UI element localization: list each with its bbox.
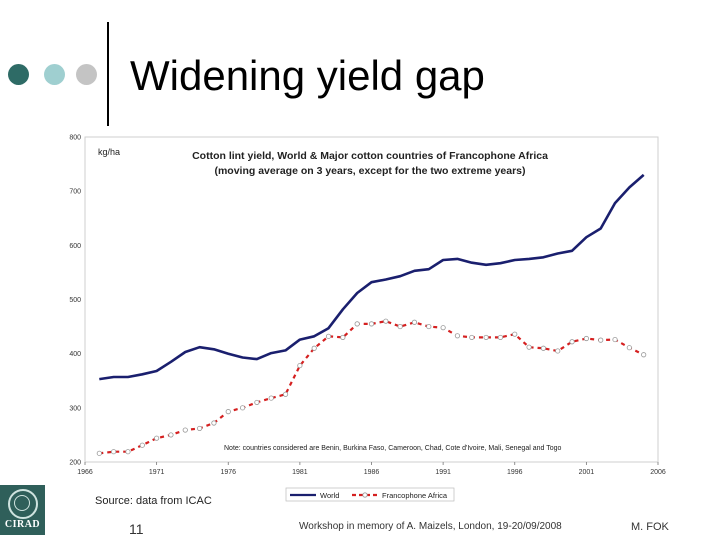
chart-legend: World Francophone Africa bbox=[285, 487, 455, 502]
data-point bbox=[297, 362, 303, 369]
data-point bbox=[111, 449, 117, 455]
series-line-1 bbox=[99, 320, 645, 455]
data-point bbox=[154, 435, 160, 441]
data-point bbox=[641, 352, 647, 358]
data-point bbox=[282, 391, 289, 397]
data-point bbox=[182, 427, 188, 433]
y-tick-label: 600 bbox=[69, 243, 81, 250]
data-point bbox=[626, 345, 632, 351]
footer-text: Workshop in memory of A. Maizels, London… bbox=[299, 521, 562, 532]
y-tick-label: 700 bbox=[69, 189, 81, 196]
author: M. FOK bbox=[631, 521, 669, 533]
x-tick-label: 1991 bbox=[435, 469, 451, 476]
data-point bbox=[96, 450, 102, 456]
y-tick-label: 300 bbox=[69, 405, 81, 412]
legend-label-1: Francophone Africa bbox=[382, 491, 448, 500]
chart-note: Note: countries considered are Benin, Bu… bbox=[224, 445, 562, 452]
x-tick-label: 1996 bbox=[507, 469, 523, 476]
slide-number: 11 bbox=[129, 521, 144, 537]
data-point bbox=[139, 442, 145, 448]
data-point bbox=[555, 348, 561, 354]
data-point bbox=[197, 425, 203, 432]
data-point bbox=[254, 399, 260, 406]
x-tick-label: 2006 bbox=[650, 469, 666, 476]
logo-text: CIRAD bbox=[4, 519, 41, 530]
series-line-0 bbox=[99, 173, 645, 381]
data-point bbox=[125, 449, 131, 455]
data-point bbox=[469, 334, 475, 341]
data-point bbox=[239, 405, 246, 411]
data-point bbox=[612, 336, 618, 343]
data-point bbox=[325, 333, 332, 339]
data-point bbox=[440, 325, 446, 331]
data-point bbox=[268, 395, 274, 401]
source-note: Source: data from ICAC bbox=[95, 495, 212, 507]
yield-chart: 200 300 400 500 600 700 800 1966 1971 1976 1981 198… bbox=[69, 135, 666, 502]
x-tick-label: 1981 bbox=[292, 469, 308, 476]
x-tick-label: 1971 bbox=[149, 469, 165, 476]
data-point bbox=[526, 344, 532, 350]
logo-inner-ring-icon bbox=[14, 495, 30, 511]
data-point bbox=[454, 333, 461, 339]
data-point bbox=[569, 339, 575, 345]
data-point bbox=[383, 318, 389, 324]
y-tick-label: 200 bbox=[69, 460, 81, 467]
x-tick-label: 1976 bbox=[220, 469, 236, 476]
legend-marker bbox=[362, 492, 368, 498]
decorative-dots bbox=[8, 62, 103, 88]
chart-container: 200 300 400 500 600 700 800 1966 1971 1976 1981 198… bbox=[58, 132, 670, 504]
data-point bbox=[225, 409, 231, 415]
logo-ring-icon bbox=[8, 489, 38, 519]
data-point bbox=[411, 319, 418, 325]
dot-teal bbox=[44, 64, 65, 85]
chart-unit-label: kg/ha bbox=[98, 147, 120, 157]
data-point bbox=[583, 335, 589, 342]
data-point bbox=[598, 337, 604, 343]
data-point bbox=[168, 432, 174, 438]
dot-dark bbox=[8, 64, 29, 85]
data-point bbox=[483, 334, 489, 341]
y-tick-label: 400 bbox=[69, 351, 81, 358]
data-point bbox=[311, 345, 317, 351]
data-point bbox=[426, 323, 432, 330]
chart-plot-border bbox=[84, 136, 659, 463]
y-tick-label: 800 bbox=[69, 135, 81, 142]
x-tick-label: 2001 bbox=[579, 469, 595, 476]
title-divider bbox=[107, 22, 109, 126]
data-point bbox=[354, 321, 360, 327]
data-point bbox=[211, 420, 217, 426]
x-tick-label: 1966 bbox=[77, 469, 93, 476]
legend-label-0: World bbox=[320, 491, 339, 500]
cirad-logo: CIRAD bbox=[0, 485, 45, 535]
data-point bbox=[340, 334, 346, 341]
dot-gray bbox=[76, 64, 97, 85]
data-point bbox=[512, 331, 518, 337]
data-point bbox=[397, 323, 403, 330]
chart-subtitle: (moving average on 3 years, except for t… bbox=[214, 165, 525, 177]
data-point bbox=[368, 321, 375, 327]
data-point bbox=[540, 345, 546, 351]
x-tick-label: 1986 bbox=[364, 469, 380, 476]
chart-title: Cotton lint yield, World & Major cotton … bbox=[192, 150, 548, 162]
y-tick-label: 500 bbox=[69, 297, 81, 304]
slide-title: Widening yield gap bbox=[130, 52, 485, 99]
data-point bbox=[497, 334, 504, 341]
